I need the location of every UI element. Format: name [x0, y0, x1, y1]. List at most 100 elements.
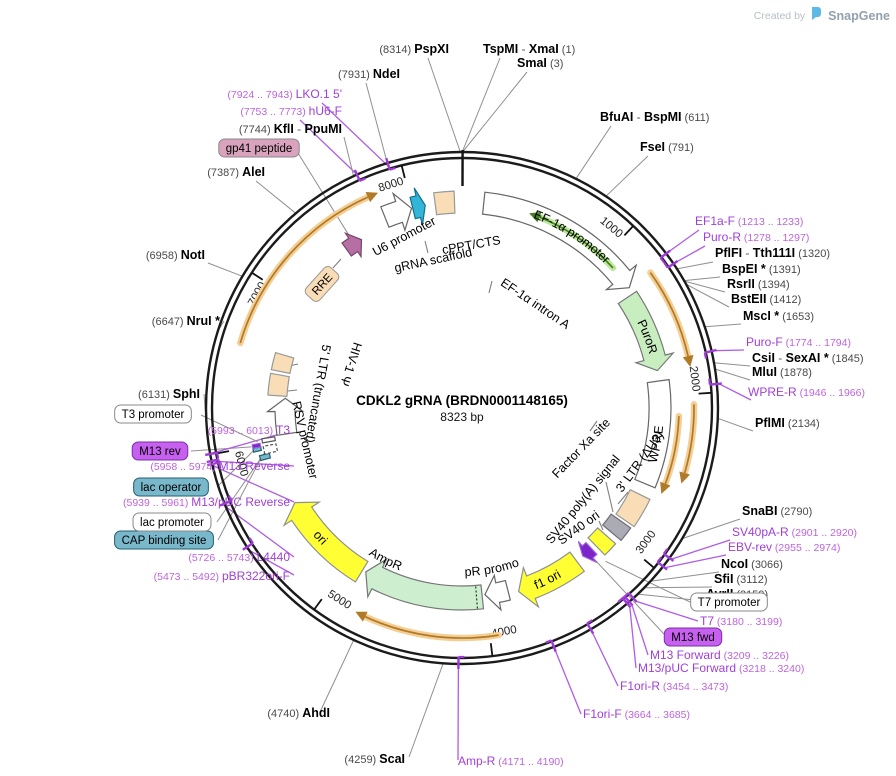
label-amp-r[interactable]: Amp-R (4171 .. 4190) — [458, 754, 564, 768]
feature-hiv-psi[interactable] — [270, 351, 295, 375]
feature-m13-fwd-feat[interactable] — [577, 541, 598, 564]
orf-1-band[interactable] — [237, 193, 372, 347]
orf-5-band[interactable] — [361, 613, 502, 642]
primer-tick-3218[interactable] — [623, 595, 634, 607]
label-tspmi-xmai[interactable]: TspMI - XmaI (1) — [483, 42, 575, 56]
label-noti[interactable]: (6958) NotI — [146, 248, 205, 262]
label-csii-sexai[interactable]: CsiI - SexAI * (1845) — [752, 351, 864, 365]
label-smai[interactable]: SmaI (3) — [517, 56, 563, 70]
label-t7[interactable]: T7 (3180 .. 3199) — [700, 614, 782, 628]
label-cap-binding-site[interactable]: CAP binding site — [114, 530, 214, 550]
label-f1ori-r[interactable]: F1ori-R (3454 .. 3473) — [620, 679, 728, 693]
primer-tick-1288[interactable] — [667, 260, 679, 269]
label-mlui[interactable]: MluI (1878) — [752, 365, 812, 379]
label-kfli-ppumi[interactable]: (7744) KflI - PpuMI — [239, 122, 342, 136]
label-alei[interactable]: (7387) AleI — [207, 165, 265, 179]
label-m13-fwd[interactable]: M13 fwd — [663, 627, 723, 647]
primer-tick-7763[interactable] — [353, 169, 361, 182]
feature-ampr[interactable] — [365, 557, 485, 611]
label-nrui[interactable]: (6647) NruI * — [152, 314, 220, 328]
label-ef1a-f[interactable]: EF1a-F (1213 .. 1233) — [695, 214, 803, 228]
feature-cppt-cts[interactable] — [433, 190, 456, 216]
feature-grna-scaffold[interactable] — [409, 187, 426, 226]
primer-tick-5966[interactable] — [206, 458, 219, 464]
label-scai[interactable]: (4259) ScaI — [344, 752, 405, 766]
feature-ltr3[interactable] — [615, 488, 651, 528]
primer-tick-1956[interactable] — [709, 382, 722, 386]
ef1a-promoter-label[interactable]: EF-1α promoter — [532, 208, 613, 267]
label-rsrii[interactable]: RsrII (1394) — [727, 277, 790, 291]
label-bsteii[interactable]: BstEII (1412) — [731, 292, 801, 306]
ltr5-label[interactable]: 5' LTR (truncated) — [302, 344, 333, 444]
label-ahdi[interactable]: (4740) AhdI — [267, 706, 330, 720]
label-bfuai-bspmi[interactable]: BfuAI - BspMI (611) — [600, 110, 709, 124]
label-ncoi[interactable]: NcoI (3066) — [721, 557, 783, 571]
label-t3-promoter[interactable]: T3 promoter — [114, 404, 192, 424]
primer-tick-3232[interactable] — [621, 597, 632, 609]
label-m13-puc-forward[interactable]: M13/pUC Forward (3218 .. 3240) — [638, 661, 804, 675]
primer-tick-1223[interactable] — [659, 249, 671, 259]
label-m13-rev[interactable]: M13 rev — [131, 441, 189, 461]
label-lko1-5[interactable]: (7924 .. 7943) LKO.1 5' — [227, 87, 342, 101]
label-l4440[interactable]: (5726 .. 5743) L4440 — [188, 550, 290, 564]
feature-gp41-feat[interactable] — [341, 232, 363, 259]
label-t7-promoter[interactable]: T7 promoter — [690, 592, 768, 612]
label-ndei[interactable]: (7931) NdeI — [338, 67, 400, 81]
label-sv40pa-r[interactable]: SV40pA-R (2901 .. 2920) — [732, 525, 857, 539]
label-ebv-rev[interactable]: EBV-rev (2955 .. 2974) — [728, 540, 840, 554]
primer-tick-3675[interactable] — [550, 639, 557, 653]
label-f1ori-f[interactable]: F1ori-F (3664 .. 3685) — [583, 707, 690, 721]
feature-f1-ori[interactable] — [517, 551, 586, 609]
label-bspei[interactable]: BspEI * (1391) — [722, 262, 801, 276]
feature-ef1a-promoter[interactable] — [481, 191, 638, 291]
feature-puror[interactable] — [617, 290, 675, 372]
feature-ltr5[interactable] — [267, 372, 290, 398]
label-m13-puc-reverse[interactable]: (5939 .. 5961) M13/pUC Reverse — [123, 495, 290, 509]
label-pflmi[interactable]: PflMI (2134) — [755, 416, 820, 430]
primer-tick-5950[interactable] — [207, 461, 220, 467]
label-m13-reverse[interactable]: (5958 .. 5974) M13 Reverse — [150, 459, 290, 473]
label-fsei[interactable]: FseI (791) — [640, 140, 694, 154]
label-pbr322ori-f[interactable]: (5473 .. 5492) pBR322ori-F — [154, 569, 290, 583]
primer-tick-3464[interactable] — [586, 622, 595, 635]
label-puro-r[interactable]: Puro-R (1278 .. 1297) — [703, 230, 809, 244]
primer-tick-5482[interactable] — [242, 542, 254, 551]
rre-label[interactable]: RRE — [303, 264, 341, 303]
primer-tick-2910[interactable] — [663, 552, 675, 562]
feature-t3-promoter-feat[interactable] — [261, 436, 276, 444]
leader-line-ndei — [365, 82, 388, 164]
feature-rsv-promoter[interactable] — [265, 397, 305, 436]
label-t3[interactable]: (5993 .. 6013) T3 — [208, 423, 291, 437]
feature-ori[interactable] — [282, 501, 369, 583]
feature-sv40-ori[interactable] — [587, 527, 617, 556]
label-wpre-r[interactable]: WPRE-R (1946 .. 1966) — [748, 385, 865, 399]
label-sfii[interactable]: SfiI (3112) — [714, 572, 768, 586]
label-gp41-peptide[interactable]: gp41 peptide — [218, 138, 300, 158]
feature-m13-rev-feat[interactable] — [251, 442, 262, 450]
primer-tick-7933[interactable] — [385, 157, 391, 171]
label-lac-promoter[interactable]: lac promoter — [132, 512, 212, 532]
label-snabi[interactable]: SnaBI (2790) — [742, 504, 812, 518]
ef1a-intron-label[interactable]: EF-1α intron A — [498, 275, 573, 332]
label-hu6-f[interactable]: (7753 .. 7773) hU6-F — [240, 104, 342, 118]
feature-wpre[interactable] — [634, 378, 672, 489]
primer-tick-5735[interactable] — [219, 499, 232, 507]
hiv-psi-label[interactable]: HIV-1 Ψ — [337, 341, 364, 388]
label-puro-f[interactable]: Puro-F (1774 .. 1794) — [746, 335, 851, 349]
label-lac-operator[interactable]: lac operator — [133, 477, 209, 497]
leader-line-pbr322ori-f — [244, 547, 295, 576]
label-pflfi-tth111i[interactable]: PflFI - Tth111I (1320) — [715, 246, 830, 260]
feature-lac-promoter-feat[interactable] — [262, 443, 279, 455]
tick-label-3000: 3000 — [634, 528, 659, 556]
label-sphi[interactable]: (6131) SphI — [138, 387, 200, 401]
primer-tick-3190[interactable] — [627, 592, 638, 603]
label-msci[interactable]: MscI * (1653) — [743, 309, 814, 323]
feature-ampr-promoter[interactable] — [484, 573, 512, 612]
feature-u6-promoter[interactable] — [380, 191, 413, 233]
primer-tick-2965[interactable] — [656, 561, 668, 571]
primer-tick-1784[interactable] — [704, 348, 717, 354]
feature-sv40-pa[interactable] — [601, 513, 632, 542]
primer-tick-6003[interactable] — [204, 451, 218, 457]
label-pspxi[interactable]: (8314) PspXI — [379, 42, 449, 56]
label-m13-forward[interactable]: M13 Forward (3209 .. 3226) — [650, 648, 789, 662]
